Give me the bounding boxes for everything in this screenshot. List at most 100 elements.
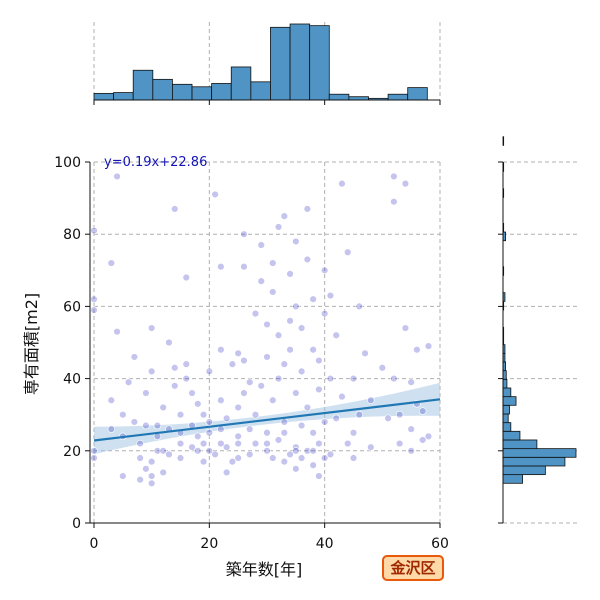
data-point (297, 421, 306, 430)
regression-line-group (93, 398, 441, 442)
x-hist-bar (172, 83, 193, 101)
data-point (199, 457, 208, 466)
data-point (107, 425, 116, 433)
data-point (217, 396, 225, 404)
data-point (315, 356, 323, 365)
data-point (171, 205, 179, 213)
data-point (90, 306, 98, 314)
x-hist-bar (289, 23, 311, 101)
data-point (292, 447, 300, 455)
x-tick-label: 20 (200, 536, 218, 552)
x-marginal-histogram (93, 23, 441, 105)
data-point (246, 378, 254, 386)
data-point (228, 457, 237, 466)
data-point (251, 439, 260, 448)
data-point (234, 349, 242, 358)
data-point (424, 432, 433, 441)
x-hist-bar (407, 87, 428, 101)
x-tick-label: 60 (431, 536, 449, 552)
data-point (407, 378, 415, 386)
data-point (205, 429, 214, 437)
data-point (367, 396, 375, 404)
data-point (153, 447, 162, 455)
y-hist-bar (502, 430, 521, 441)
data-point (315, 472, 323, 480)
data-point (107, 396, 116, 404)
data-point (188, 389, 196, 397)
data-point (280, 360, 288, 368)
data-point (130, 418, 139, 426)
data-point (269, 259, 277, 267)
x-hist-bar (113, 92, 134, 101)
data-point (263, 353, 271, 361)
y-hist-bar (502, 136, 505, 146)
data-point (257, 382, 265, 390)
data-point (182, 273, 190, 282)
data-point (309, 461, 317, 469)
data-point (326, 374, 335, 383)
ward-badge: 金沢区 (382, 555, 444, 581)
data-point (286, 270, 294, 278)
data-point (309, 429, 317, 437)
data-point (286, 346, 294, 354)
data-point (211, 190, 219, 199)
data-point (246, 425, 254, 433)
data-point (274, 374, 283, 383)
data-point (194, 432, 202, 441)
data-point (320, 454, 329, 462)
data-point (194, 447, 202, 455)
x-hist-bar (387, 93, 409, 101)
y-tick-label: 80 (63, 227, 81, 243)
data-point (303, 447, 312, 455)
data-point (165, 338, 173, 347)
data-point (407, 447, 415, 455)
data-point (280, 212, 288, 220)
y-marginal-histogram (498, 136, 577, 524)
data-point (136, 475, 144, 484)
data-point (217, 262, 225, 271)
data-point (142, 421, 150, 430)
axes (89, 162, 440, 524)
data-point (90, 295, 98, 303)
data-point (136, 439, 144, 448)
data-point (286, 450, 294, 459)
y-hist-bar (502, 387, 512, 398)
data-point (188, 443, 196, 451)
data-point (332, 414, 340, 423)
data-point (176, 411, 185, 419)
data-point (222, 443, 231, 451)
data-point (159, 403, 167, 412)
data-point (263, 320, 271, 329)
y-hist-bar (502, 465, 546, 476)
data-point (240, 230, 248, 238)
data-point (297, 454, 306, 462)
data-point (107, 259, 116, 267)
x-hist-bar (211, 83, 232, 101)
data-point (309, 295, 317, 303)
y-tick-label: 100 (54, 155, 81, 171)
data-point (355, 302, 363, 311)
data-point (165, 450, 173, 459)
data-point (194, 400, 202, 408)
data-point (159, 468, 167, 477)
data-point (332, 331, 340, 339)
x-hist-bar (152, 78, 173, 101)
data-point (119, 411, 127, 419)
data-point (90, 226, 98, 235)
scatter-points (90, 172, 433, 487)
data-point (234, 403, 242, 412)
data-point (413, 346, 421, 354)
data-point (349, 454, 358, 462)
y-hist-bar (502, 378, 508, 389)
data-point (199, 439, 208, 448)
data-point (419, 436, 427, 444)
data-point (113, 327, 121, 336)
data-point (113, 172, 121, 181)
y-hist-bar (502, 422, 512, 432)
data-point (395, 439, 404, 448)
data-point (326, 450, 335, 459)
x-hist-bar (191, 86, 213, 101)
data-point (176, 439, 185, 448)
data-point (320, 266, 329, 274)
data-point (349, 429, 358, 437)
